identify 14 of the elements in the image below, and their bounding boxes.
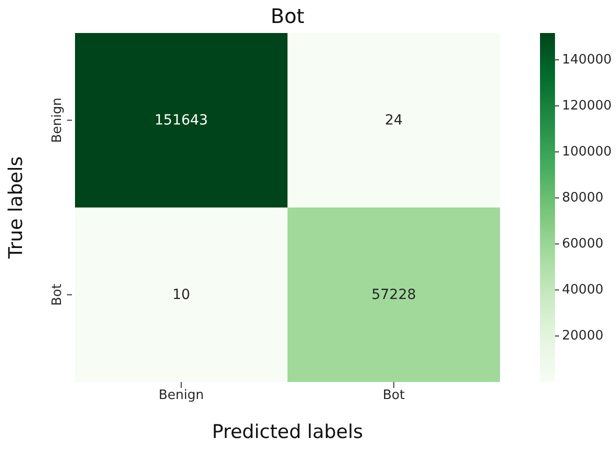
color-bar-label: 60000 [562,236,604,252]
chart-title: Bot [270,4,306,28]
color-bar-label: 20000 [562,328,604,344]
y-axis-title: True labels [5,156,27,260]
x-axis-title: Predicted labels [212,421,364,443]
color-bar-label: 80000 [562,190,604,206]
color-bar-label: 100000 [562,144,612,160]
color-bar-label: 40000 [562,282,604,298]
color-bar-label: 140000 [562,52,612,68]
data-label: 57228 [371,286,416,303]
color-bar-label: 120000 [562,98,612,114]
data-label: 10 [172,286,190,303]
data-label: 151643 [154,112,208,128]
data-label: 24 [384,112,403,128]
